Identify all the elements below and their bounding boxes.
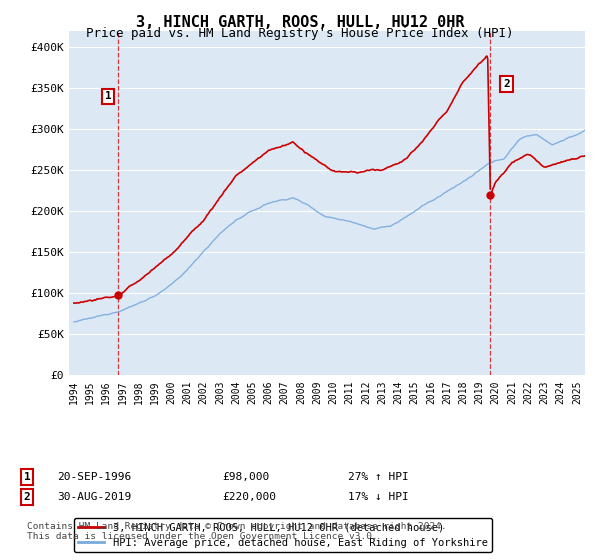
Text: Contains HM Land Registry data © Crown copyright and database right 2024.
This d: Contains HM Land Registry data © Crown c… — [27, 522, 447, 542]
Text: 20-SEP-1996: 20-SEP-1996 — [57, 472, 131, 482]
Text: 27% ↑ HPI: 27% ↑ HPI — [348, 472, 409, 482]
Text: £220,000: £220,000 — [222, 492, 276, 502]
Text: 3, HINCH GARTH, ROOS, HULL, HU12 0HR: 3, HINCH GARTH, ROOS, HULL, HU12 0HR — [136, 15, 464, 30]
Text: 1: 1 — [23, 472, 31, 482]
Text: 1: 1 — [105, 91, 112, 101]
Text: 17% ↓ HPI: 17% ↓ HPI — [348, 492, 409, 502]
Text: 30-AUG-2019: 30-AUG-2019 — [57, 492, 131, 502]
Legend: 3, HINCH GARTH, ROOS, HULL, HU12 0HR (detached house), HPI: Average price, detac: 3, HINCH GARTH, ROOS, HULL, HU12 0HR (de… — [74, 518, 492, 552]
Text: 2: 2 — [503, 79, 510, 89]
Text: 2: 2 — [23, 492, 31, 502]
Text: £98,000: £98,000 — [222, 472, 269, 482]
Text: Price paid vs. HM Land Registry's House Price Index (HPI): Price paid vs. HM Land Registry's House … — [86, 27, 514, 40]
